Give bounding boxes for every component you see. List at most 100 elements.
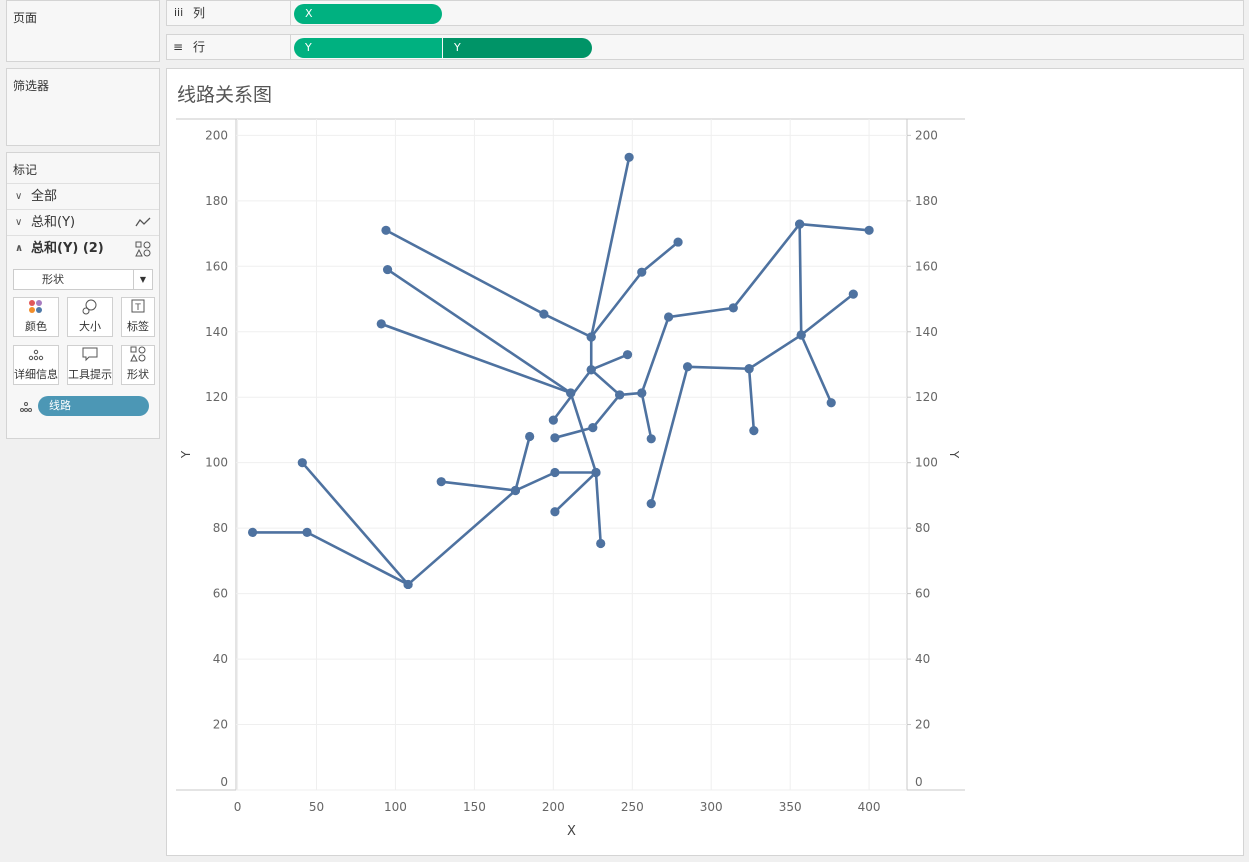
y2-tick-label: 200 bbox=[915, 128, 938, 142]
rows-label: ≡ 行 bbox=[167, 35, 291, 59]
button-label: 详细信息 bbox=[14, 368, 58, 381]
y-tick-label: 160 bbox=[205, 259, 228, 273]
rows-label-text: 行 bbox=[193, 40, 206, 54]
route-point bbox=[749, 426, 759, 436]
y-tick-label: 140 bbox=[205, 325, 228, 339]
y2-tick-label: 40 bbox=[915, 652, 930, 666]
y-tick-label: 120 bbox=[205, 390, 228, 404]
row-pill[interactable]: Y bbox=[294, 38, 442, 58]
detail-pill-label: 线路 bbox=[49, 399, 71, 412]
shape-button[interactable]: 形状 bbox=[121, 345, 155, 385]
y2-tick-label: 180 bbox=[915, 194, 938, 208]
x-tick-label: 50 bbox=[309, 800, 324, 814]
marks-shape-label: 总和(Y) (2) bbox=[31, 241, 104, 256]
y2-tick-label: 60 bbox=[915, 587, 930, 601]
y-tick-label: 180 bbox=[205, 194, 228, 208]
x-tick-label: 300 bbox=[700, 800, 723, 814]
route-point bbox=[403, 579, 413, 590]
marks-title: 标记 bbox=[13, 163, 38, 177]
route-point bbox=[826, 398, 836, 408]
route-point bbox=[586, 365, 596, 375]
y2-tick-label: 160 bbox=[915, 259, 938, 273]
route-point bbox=[539, 309, 549, 319]
route-point bbox=[381, 225, 391, 235]
route-point bbox=[302, 527, 312, 538]
x-axis-title: X bbox=[567, 824, 576, 839]
mark-type-dropdown[interactable]: 形状 ▼ bbox=[13, 269, 153, 290]
route-point bbox=[297, 458, 307, 468]
route-point bbox=[795, 219, 805, 229]
chart-background bbox=[166, 68, 1244, 856]
route-point bbox=[637, 388, 647, 398]
route-point bbox=[566, 388, 576, 398]
route-point bbox=[624, 152, 634, 162]
detail-icon bbox=[28, 349, 44, 361]
button-label: 颜色 bbox=[25, 320, 47, 333]
detail-pill-icon bbox=[20, 402, 32, 412]
y2-axis-title: Y bbox=[947, 450, 961, 459]
route-point bbox=[622, 350, 633, 360]
marks-line[interactable]: ∨ 总和(Y) bbox=[7, 209, 159, 235]
label-button[interactable]: T 标签 bbox=[121, 297, 155, 337]
route-point bbox=[663, 312, 674, 322]
route-line bbox=[301, 461, 410, 586]
color-button[interactable]: 颜色 bbox=[13, 297, 59, 337]
detail-pill[interactable]: 线路 bbox=[38, 396, 149, 416]
pages-title: 页面 bbox=[13, 11, 38, 25]
row-pill[interactable]: Y bbox=[443, 38, 592, 58]
y-tick-label: 60 bbox=[213, 587, 228, 601]
x-tick-label: 400 bbox=[858, 800, 881, 814]
x-tick-label: 0 bbox=[234, 800, 242, 814]
shape-icon bbox=[135, 241, 151, 257]
route-point bbox=[550, 433, 560, 443]
y-tick-label: 100 bbox=[205, 456, 228, 470]
filters-card[interactable]: 筛选器 bbox=[6, 68, 160, 146]
route-point bbox=[548, 415, 558, 425]
mark-type-label: 形状 bbox=[42, 273, 64, 286]
y-axis-title: Y bbox=[179, 450, 193, 459]
columns-label-text: 列 bbox=[193, 6, 206, 20]
detail-button[interactable]: 详细信息 bbox=[13, 345, 59, 385]
y-tick-label: 40 bbox=[213, 652, 228, 666]
chart: 线路关系图 0 20 40 60 80 100 120 140 160 180 200 0 20 40 60… bbox=[166, 68, 1244, 856]
y2-tick-label: 120 bbox=[915, 390, 938, 404]
y-tick-label: 20 bbox=[213, 718, 228, 732]
marks-shape[interactable]: ∧ 总和(Y) (2) bbox=[7, 235, 159, 261]
route-point bbox=[586, 332, 596, 342]
columns-shelf: iii 列 X bbox=[166, 0, 1244, 26]
row-pill-label: Y bbox=[454, 41, 461, 54]
y2-tick-label: 0 bbox=[915, 775, 923, 789]
tooltip-button[interactable]: 工具提示 bbox=[67, 345, 113, 385]
route-point bbox=[646, 498, 656, 509]
route-point bbox=[673, 237, 683, 247]
x-tick-label: 150 bbox=[463, 800, 486, 814]
y2-tick-label: 80 bbox=[915, 521, 930, 535]
column-pill-label: X bbox=[305, 7, 313, 20]
route-point bbox=[615, 390, 625, 400]
x-tick-label: 200 bbox=[542, 800, 565, 814]
route-point bbox=[596, 538, 606, 549]
size-icon bbox=[82, 299, 97, 315]
x-tick-label: 100 bbox=[384, 800, 407, 814]
pages-card: 页面 bbox=[6, 0, 160, 62]
y2-tick-label: 20 bbox=[915, 718, 930, 732]
route-point bbox=[588, 423, 598, 433]
route-point bbox=[796, 330, 806, 340]
row-pill-label: Y bbox=[305, 41, 312, 54]
size-button[interactable]: 大小 bbox=[67, 297, 113, 337]
route-point bbox=[382, 264, 393, 275]
button-label: 形状 bbox=[127, 368, 149, 381]
chart-title: 线路关系图 bbox=[177, 84, 272, 106]
route-point bbox=[848, 289, 858, 299]
y2-tick-label: 140 bbox=[915, 325, 938, 339]
button-label: 标签 bbox=[127, 320, 149, 333]
marks-all[interactable]: ∨ 全部 bbox=[7, 183, 159, 209]
column-pill[interactable]: X bbox=[294, 4, 442, 24]
route-line bbox=[380, 322, 572, 395]
route-point bbox=[550, 467, 560, 478]
route-point bbox=[864, 225, 874, 235]
route-line bbox=[554, 157, 631, 440]
y-tick-label: 0 bbox=[220, 775, 228, 789]
line-icon bbox=[135, 217, 151, 227]
